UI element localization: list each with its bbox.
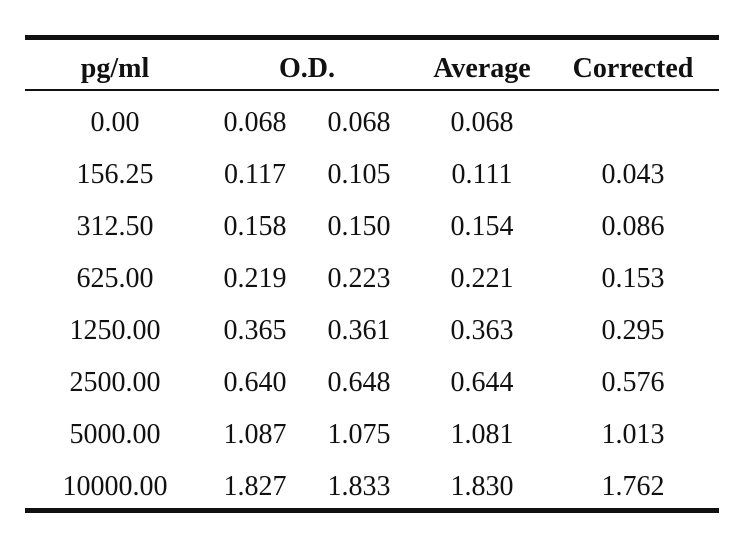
cell-od-2: 0.361 xyxy=(327,315,391,346)
cell-average: 0.363 xyxy=(450,315,514,346)
cell-pg-ml: 312.50 xyxy=(76,211,154,242)
cell-od-2: 0.150 xyxy=(327,211,391,242)
table-row: 156.25 0.117 0.105 0.111 0.043 xyxy=(0,155,750,195)
header-average: Average xyxy=(433,53,531,84)
cell-average: 0.068 xyxy=(450,107,514,138)
table-row: 5000.00 1.087 1.075 1.081 1.013 xyxy=(0,415,750,455)
cell-od-1: 0.068 xyxy=(223,107,287,138)
cell-pg-ml: 5000.00 xyxy=(69,419,161,450)
cell-average: 0.111 xyxy=(451,159,513,190)
cell-od-1: 0.117 xyxy=(224,159,286,190)
cell-average: 1.081 xyxy=(450,419,514,450)
cell-pg-ml: 1250.00 xyxy=(69,315,161,346)
header-od: O.D. xyxy=(279,53,335,84)
cell-average: 1.830 xyxy=(450,471,514,502)
cell-od-1: 0.158 xyxy=(223,211,287,242)
cell-pg-ml: 10000.00 xyxy=(62,471,168,502)
cell-pg-ml: 0.00 xyxy=(90,107,140,138)
cell-od-1: 1.087 xyxy=(223,419,287,450)
cell-corrected: 1.762 xyxy=(601,471,665,502)
cell-average: 0.154 xyxy=(450,211,514,242)
cell-od-1: 1.827 xyxy=(223,471,287,502)
table-row: 625.00 0.219 0.223 0.221 0.153 xyxy=(0,259,750,299)
table-header-rule xyxy=(25,89,719,91)
cell-pg-ml: 156.25 xyxy=(76,159,154,190)
table-row: 312.50 0.158 0.150 0.154 0.086 xyxy=(0,207,750,247)
table-row: 2500.00 0.640 0.648 0.644 0.576 xyxy=(0,363,750,403)
cell-corrected: 0.295 xyxy=(601,315,665,346)
cell-od-1: 0.219 xyxy=(223,263,287,294)
cell-average: 0.644 xyxy=(450,367,514,398)
cell-od-1: 0.640 xyxy=(223,367,287,398)
cell-corrected: 0.576 xyxy=(601,367,665,398)
header-pg-ml: pg/ml xyxy=(80,53,150,84)
cell-corrected: 0.153 xyxy=(601,263,665,294)
cell-average: 0.221 xyxy=(450,263,514,294)
cell-od-2: 1.075 xyxy=(327,419,391,450)
table-row: 10000.00 1.827 1.833 1.830 1.762 xyxy=(0,467,750,507)
cell-pg-ml: 625.00 xyxy=(76,263,154,294)
cell-od-2: 0.648 xyxy=(327,367,391,398)
table-header-row: pg/ml O.D. Average Corrected xyxy=(0,49,750,89)
cell-corrected: 0.043 xyxy=(601,159,665,190)
cell-corrected xyxy=(558,103,708,143)
table-row: 0.00 0.068 0.068 0.068 xyxy=(0,103,750,143)
cell-od-2: 1.833 xyxy=(327,471,391,502)
cell-od-2: 0.105 xyxy=(327,159,391,190)
cell-corrected: 0.086 xyxy=(601,211,665,242)
header-corrected: Corrected xyxy=(572,53,694,84)
cell-corrected: 1.013 xyxy=(601,419,665,450)
cell-od-1: 0.365 xyxy=(223,315,287,346)
table-top-rule xyxy=(25,35,719,40)
table-bottom-rule xyxy=(25,508,719,513)
cell-pg-ml: 2500.00 xyxy=(69,367,161,398)
cell-od-2: 0.223 xyxy=(327,263,391,294)
cell-od-2: 0.068 xyxy=(327,107,391,138)
table-row: 1250.00 0.365 0.361 0.363 0.295 xyxy=(0,311,750,351)
